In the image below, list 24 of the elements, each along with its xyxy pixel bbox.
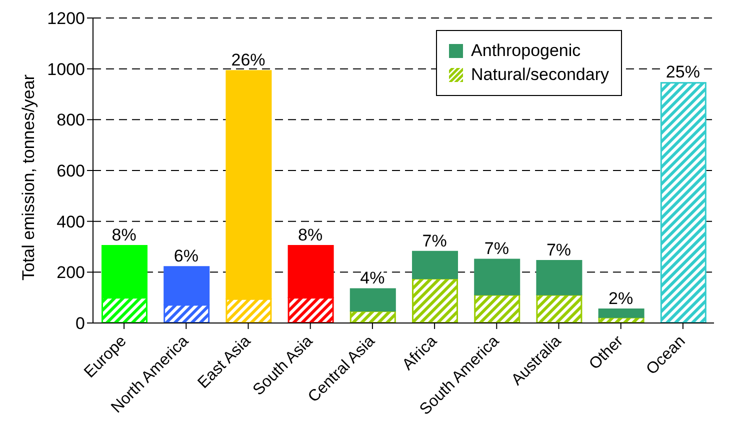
y-tick-label: 600 — [56, 162, 85, 181]
annotation: 26% — [231, 50, 266, 70]
bar — [474, 258, 520, 296]
annotation: 2% — [608, 289, 634, 308]
bar — [536, 260, 582, 296]
bar — [350, 288, 396, 312]
annotation: 6% — [174, 246, 198, 266]
y-tick-label: 1000 — [47, 60, 85, 79]
y-tick-label: 0 — [76, 314, 85, 334]
bar — [412, 250, 458, 280]
y-tick-label: 1200 — [47, 9, 85, 28]
y-axis-title: Total emission, tonnes/year — [19, 74, 38, 280]
bar — [598, 308, 644, 318]
annotation: 7% — [484, 239, 509, 258]
y-tick-label: 400 — [56, 212, 85, 232]
annotation: 4% — [360, 268, 385, 288]
annotation: 8% — [298, 225, 323, 244]
y-tick-label: 200 — [56, 263, 85, 282]
annotation: 7% — [546, 240, 572, 260]
annotation: 7% — [422, 231, 447, 250]
annotation: 8% — [112, 225, 136, 244]
legend-label: Anthropogenic — [471, 41, 581, 61]
legend-label: Natural/secondary — [471, 65, 609, 85]
y-tick-label: 800 — [56, 110, 85, 130]
